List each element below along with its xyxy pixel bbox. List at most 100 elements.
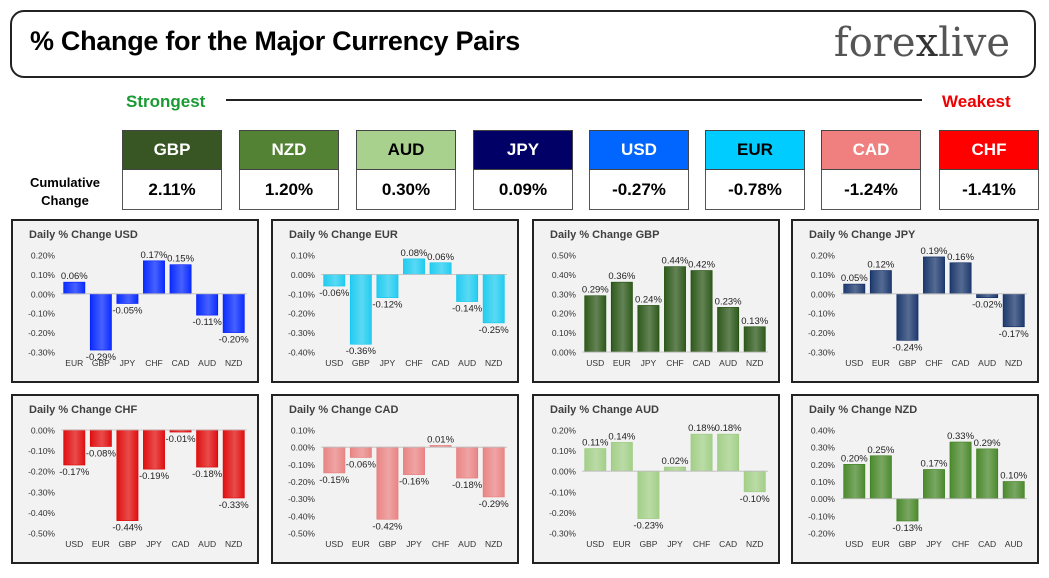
data-label: -0.29%: [479, 499, 510, 510]
currency-header-gbp: GBP: [122, 130, 222, 170]
currency-header-aud: AUD: [356, 130, 456, 170]
bar-chf: [403, 258, 425, 275]
bar-aud: [1002, 481, 1025, 499]
bar-cad: [717, 433, 740, 472]
y-tick-label: 0.00%: [552, 467, 577, 477]
x-tick-label: CHF: [666, 358, 683, 368]
x-tick-label: AUD: [198, 539, 216, 549]
x-tick-label: AUD: [198, 358, 216, 368]
chart-title: Daily % Change AUD: [550, 404, 659, 416]
y-tick-label: -0.10%: [549, 487, 576, 497]
y-tick-label: 0.00%: [31, 426, 56, 436]
daily-change-chart-5: Daily % Change CAD 0.10% 0.00% -0.10% -0.20%…: [271, 394, 519, 564]
data-label: -0.44%: [112, 523, 143, 534]
x-tick-label: JPY: [380, 358, 396, 368]
x-tick-label: NZD: [485, 539, 502, 549]
data-label: 0.42%: [688, 260, 715, 271]
bar-aud: [976, 293, 999, 298]
daily-change-chart-4: Daily % Change CHF 0.00% -0.10% -0.20% -0.30…: [11, 394, 259, 564]
data-label: -0.02%: [972, 300, 1003, 311]
x-tick-label: USD: [586, 358, 604, 368]
data-label: 0.24%: [635, 294, 662, 305]
data-label: 0.17%: [141, 250, 168, 261]
y-tick-label: -0.10%: [288, 460, 315, 470]
y-tick-label: 0.10%: [811, 270, 836, 280]
chart-title: Daily % Change NZD: [809, 404, 917, 416]
bar-chf: [664, 266, 686, 353]
y-tick-label: -0.30%: [28, 487, 55, 497]
x-tick-label: GBP: [639, 539, 657, 549]
y-tick-label: -0.20%: [28, 467, 55, 477]
y-tick-label: -0.30%: [28, 348, 55, 358]
x-tick-label: EUR: [613, 358, 631, 368]
bar-eur: [869, 270, 892, 295]
x-tick-label: CAD: [172, 358, 190, 368]
bar-jpy: [116, 293, 139, 304]
x-tick-label: JPY: [667, 539, 683, 549]
data-label: -0.17%: [999, 329, 1030, 340]
bar-usd: [843, 464, 866, 499]
data-label: -0.25%: [479, 325, 510, 336]
chart-svg: Daily % Change JPY 0.20% 0.10% 0.00% -0.10% -…: [808, 229, 1030, 368]
daily-change-chart-7: Daily % Change NZD 0.40% 0.30% 0.20% 0.10% 0.…: [791, 394, 1039, 564]
data-label: -0.29%: [86, 352, 117, 363]
y-tick-label: -0.20%: [288, 309, 315, 319]
data-label: 0.15%: [167, 254, 194, 265]
daily-change-chart-1: Daily % Change EUR 0.10% 0.00% -0.10% -0.20%…: [271, 219, 519, 383]
cumulative-value-jpy: 0.09%: [473, 170, 573, 210]
bar-cad: [976, 448, 999, 499]
y-tick-label: -0.30%: [808, 348, 835, 358]
data-label: 0.02%: [662, 456, 689, 467]
x-tick-label: USD: [325, 358, 343, 368]
x-tick-label: NZD: [485, 358, 502, 368]
data-label: -0.42%: [372, 521, 403, 532]
bar-nzd: [1002, 293, 1025, 328]
bar-chf: [949, 441, 972, 499]
bar-nzd: [482, 274, 505, 324]
bar-jpy: [637, 305, 660, 353]
y-tick-label: -0.40%: [288, 348, 315, 358]
cumulative-value-usd: -0.27%: [589, 170, 689, 210]
daily-change-chart-0: Daily % Change USD 0.20% 0.10% 0.00% -0.10% -…: [11, 219, 259, 383]
chart-svg: Daily % Change AUD 0.20% 0.10% 0.00% -0.10% -…: [549, 404, 771, 549]
bar-nzd: [743, 326, 766, 353]
logo-text-left: fore: [833, 20, 916, 66]
bar-jpy: [403, 446, 425, 475]
x-tick-label: NZD: [225, 358, 242, 368]
data-label: -0.10%: [740, 494, 771, 505]
bar-gbp: [116, 429, 139, 521]
data-label: 0.11%: [582, 438, 609, 449]
header-banner: % Change for the Major Currency Pairs fo…: [10, 10, 1036, 78]
cumulative-value-eur: -0.78%: [705, 170, 805, 210]
data-label: 0.44%: [662, 256, 689, 267]
x-tick-label: GBP: [352, 358, 370, 368]
page-title: % Change for the Major Currency Pairs: [30, 26, 521, 56]
chart-svg: Daily % Change EUR 0.10% 0.00% -0.10% -0.20%…: [288, 229, 510, 368]
data-label: -0.20%: [219, 335, 250, 346]
x-tick-label: CHF: [925, 358, 942, 368]
y-tick-label: 0.20%: [552, 426, 577, 436]
logo-text-x: x: [915, 20, 939, 66]
bar-eur: [610, 281, 633, 353]
x-tick-label: USD: [586, 539, 604, 549]
data-label: 0.36%: [608, 271, 635, 282]
bar-gbp: [376, 446, 399, 520]
bar-aud: [196, 293, 219, 316]
data-label: -0.06%: [346, 459, 377, 470]
data-label: 0.13%: [741, 316, 768, 327]
logo-text-right: live: [938, 20, 1010, 66]
bar-eur: [869, 455, 892, 499]
y-tick-label: -0.20%: [808, 529, 835, 539]
y-tick-label: -0.20%: [549, 508, 576, 518]
data-label: -0.24%: [892, 342, 923, 353]
x-tick-label: JPY: [641, 358, 657, 368]
x-tick-label: CAD: [952, 358, 970, 368]
data-label: -0.16%: [399, 477, 430, 488]
data-label: -0.33%: [219, 500, 250, 511]
chart-svg: Daily % Change CHF 0.00% -0.10% -0.20% -0.30…: [28, 404, 250, 549]
chart-title: Daily % Change USD: [29, 229, 138, 241]
x-tick-label: AUD: [978, 358, 996, 368]
bar-usd: [843, 283, 866, 295]
chart-svg: Daily % Change GBP 0.50% 0.40% 0.30% 0.20% 0.…: [550, 229, 769, 368]
bar-cad: [949, 262, 972, 295]
